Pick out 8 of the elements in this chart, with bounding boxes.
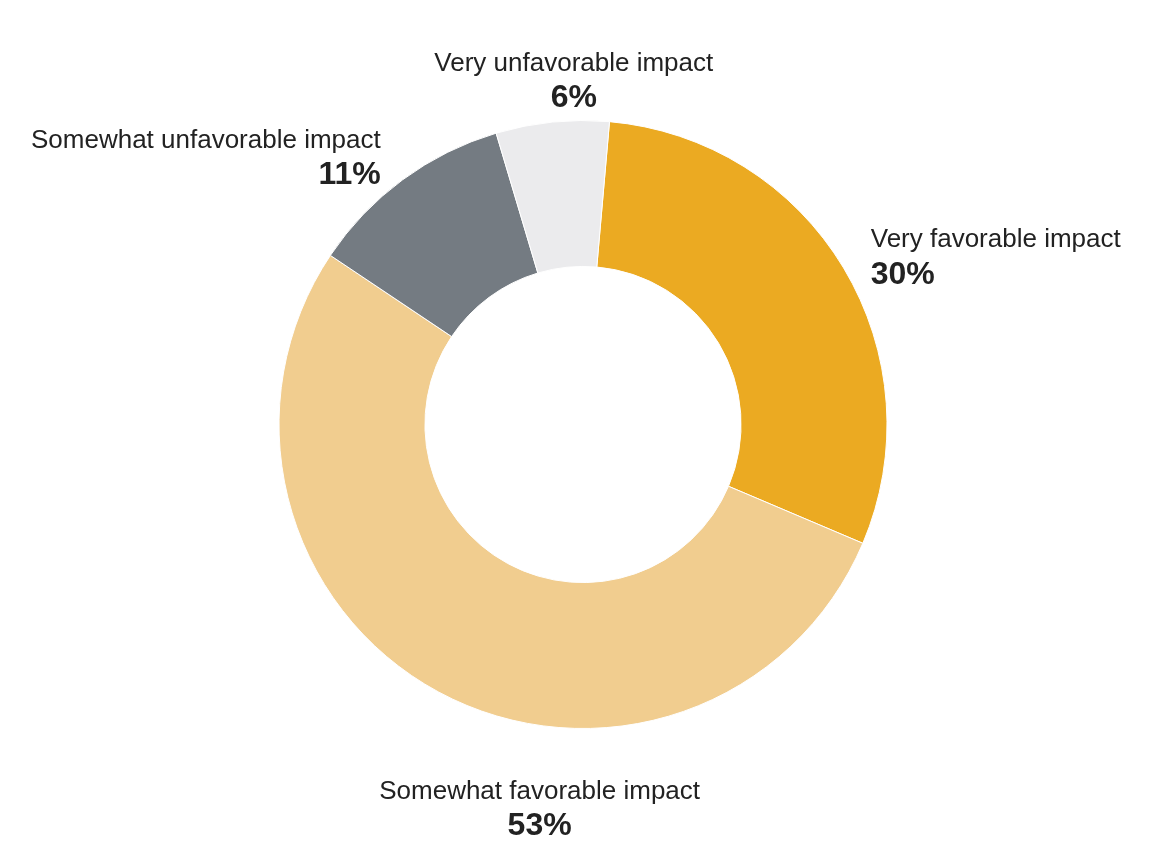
data-label: 30% [870,255,935,292]
slice-label: Somewhat favorable impact [379,774,701,805]
data-label: 6% [550,78,597,115]
slice-label: Very unfavorable impact [434,46,715,77]
data-label: 53% [507,806,572,843]
slice-label: Very favorable impact [870,223,1122,254]
slice-label: Somewhat unfavorable impact [30,123,382,154]
data-label: 11% [318,155,381,192]
